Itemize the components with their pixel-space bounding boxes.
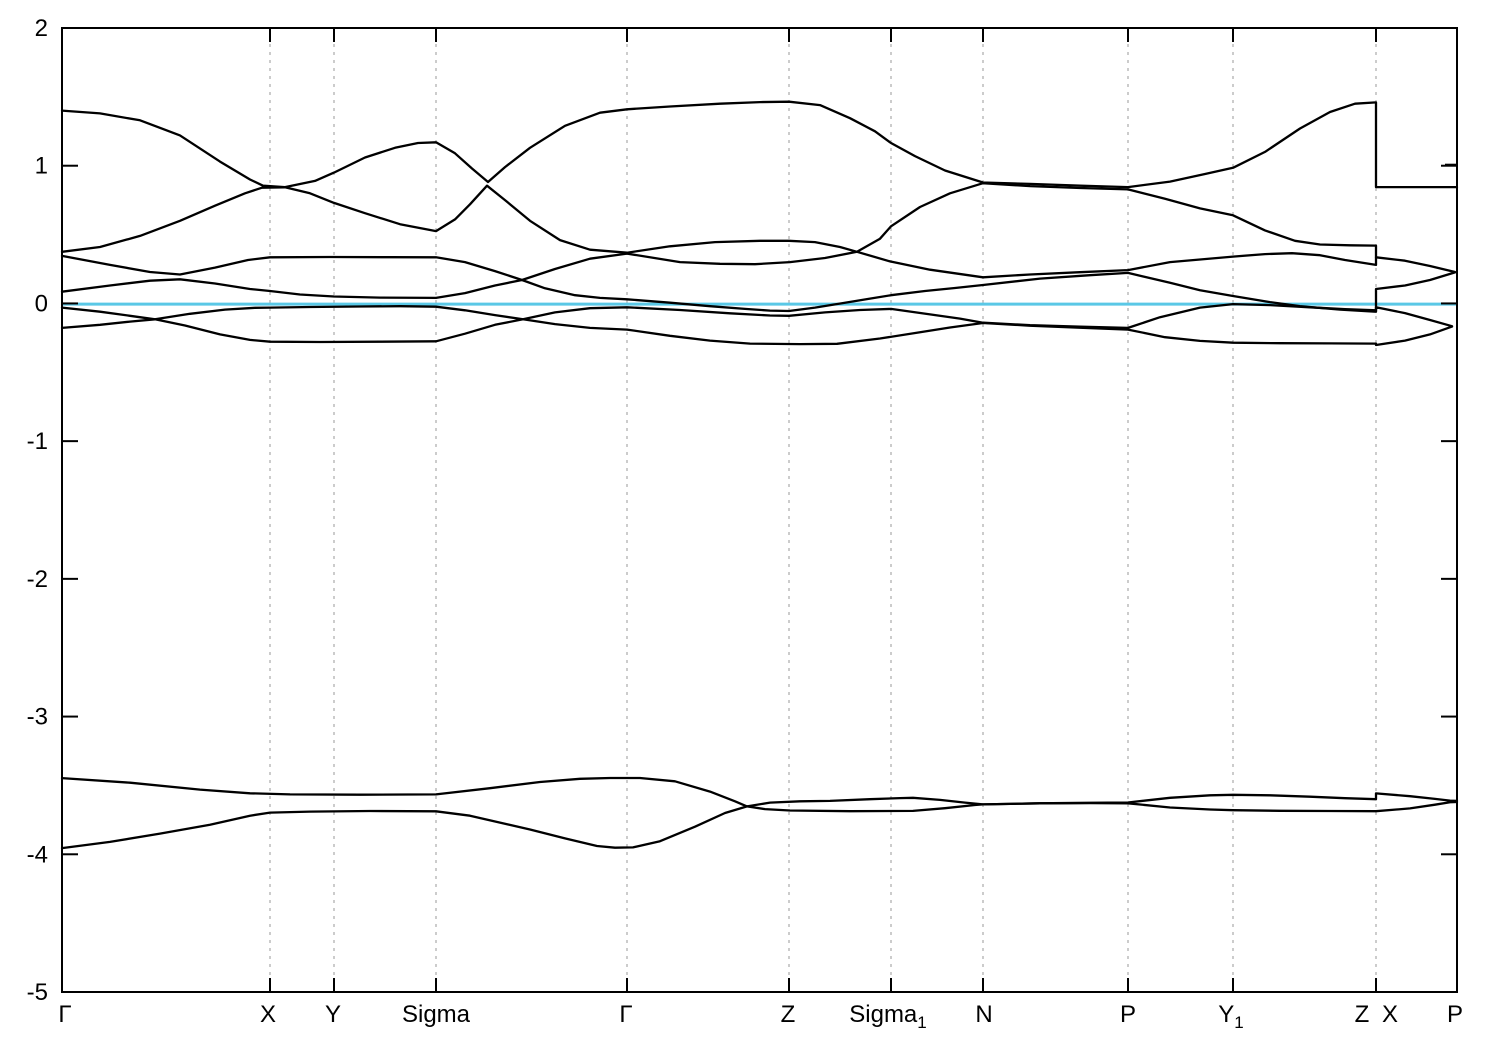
y-axis-label: -5 [27, 979, 48, 1006]
x-axis-label: N [975, 1001, 992, 1028]
x-axis-label: Z [781, 1001, 796, 1028]
x-axis-label: Sigma [402, 1001, 471, 1028]
y-axis-label: 2 [35, 15, 48, 42]
band-line-4 [60, 182, 1457, 300]
plot-frame [61, 27, 1458, 993]
y-axis-label: -3 [27, 704, 48, 731]
band-line-1 [60, 100, 1459, 189]
x-axis-label: X [1382, 1001, 1398, 1028]
band-line-6 [60, 305, 1454, 347]
x-axis-label: Γ [58, 1001, 71, 1028]
x-axis-label: P [1447, 1001, 1463, 1028]
band-line-2 [60, 184, 1378, 279]
band-line-5 [60, 302, 1454, 344]
x-axis-label: Y [325, 1001, 341, 1028]
x-axis-label: X [260, 1001, 276, 1028]
x-axis-label: Sigma1 [849, 1001, 927, 1032]
x-axis-label: Γ [619, 1001, 632, 1028]
y-axis-label: 1 [35, 153, 48, 180]
x-axis-label: Y1 [1218, 1001, 1243, 1032]
x-axis-label: P [1120, 1001, 1136, 1028]
y-axis-label: -2 [27, 566, 48, 593]
x-axis-label: Z [1355, 1001, 1370, 1028]
y-axis-label: -4 [27, 841, 48, 868]
band-line-3 [60, 254, 1457, 313]
y-axis-label: 0 [35, 290, 48, 317]
band-line-7 [60, 776, 1459, 813]
band-line-8 [60, 796, 1459, 850]
y-axis-label: -1 [27, 428, 48, 455]
